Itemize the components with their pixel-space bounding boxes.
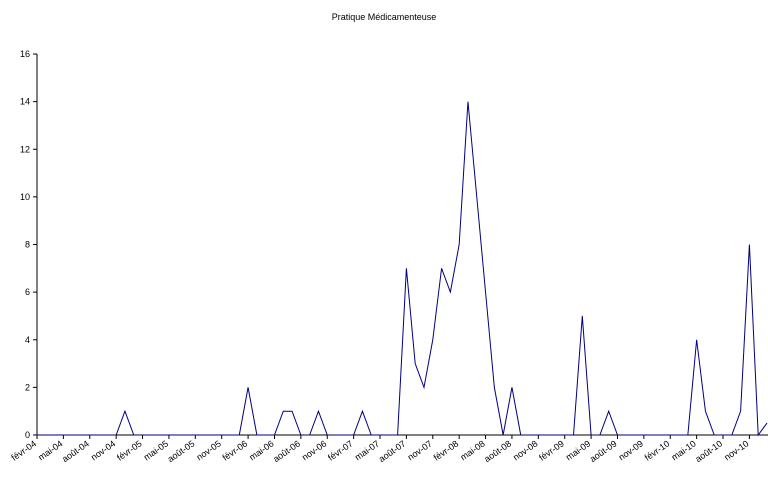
y-tick-label: 6 xyxy=(25,287,30,297)
y-tick-label: 4 xyxy=(25,335,30,345)
x-tick-label: nov-09 xyxy=(617,438,645,462)
x-tick-label: août-10 xyxy=(693,438,724,464)
x-tick-label: mai-09 xyxy=(564,438,592,462)
y-tick-label: 16 xyxy=(20,49,30,59)
x-tick-label: mai-08 xyxy=(458,438,486,462)
x-tick-label: août-08 xyxy=(482,438,513,464)
x-tick-label: févr-04 xyxy=(9,438,38,462)
x-tick-label: mai-10 xyxy=(670,438,698,462)
x-tick-label: nov-06 xyxy=(300,438,328,462)
y-tick-label: 0 xyxy=(25,430,30,440)
x-tick-label: nov-08 xyxy=(511,438,539,462)
x-tick-label: août-04 xyxy=(60,438,91,464)
y-tick-label: 12 xyxy=(20,144,30,154)
x-tick-label: mai-05 xyxy=(142,438,170,462)
chart-title: Pratique Médicamenteuse xyxy=(332,12,437,22)
x-tick-label: févr-08 xyxy=(432,438,461,462)
x-tick-label: août-05 xyxy=(166,438,197,464)
x-tick-label: mai-04 xyxy=(36,438,64,462)
x-tick-label: août-09 xyxy=(588,438,619,464)
data-line xyxy=(37,101,768,437)
x-tick-label: nov-04 xyxy=(89,438,117,462)
y-tick-label: 2 xyxy=(25,382,30,392)
x-tick-label: nov-05 xyxy=(195,438,223,462)
x-tick-label: août-06 xyxy=(271,438,302,464)
x-tick-label: mai-07 xyxy=(353,438,381,462)
x-tick-label: févr-07 xyxy=(326,438,355,462)
x-tick-label: févr-10 xyxy=(643,438,672,462)
x-tick-label: nov-07 xyxy=(406,438,434,462)
y-tick-label: 10 xyxy=(20,192,30,202)
x-tick-label: févr-09 xyxy=(537,438,566,462)
x-tick-label: août-07 xyxy=(377,438,408,464)
x-tick-label: mai-06 xyxy=(247,438,275,462)
y-tick-label: 8 xyxy=(25,240,30,250)
x-tick-label: févr-05 xyxy=(115,438,144,462)
x-tick-label: nov-10 xyxy=(722,438,750,462)
y-tick-label: 14 xyxy=(20,97,30,107)
x-tick-label: févr-06 xyxy=(221,438,250,462)
